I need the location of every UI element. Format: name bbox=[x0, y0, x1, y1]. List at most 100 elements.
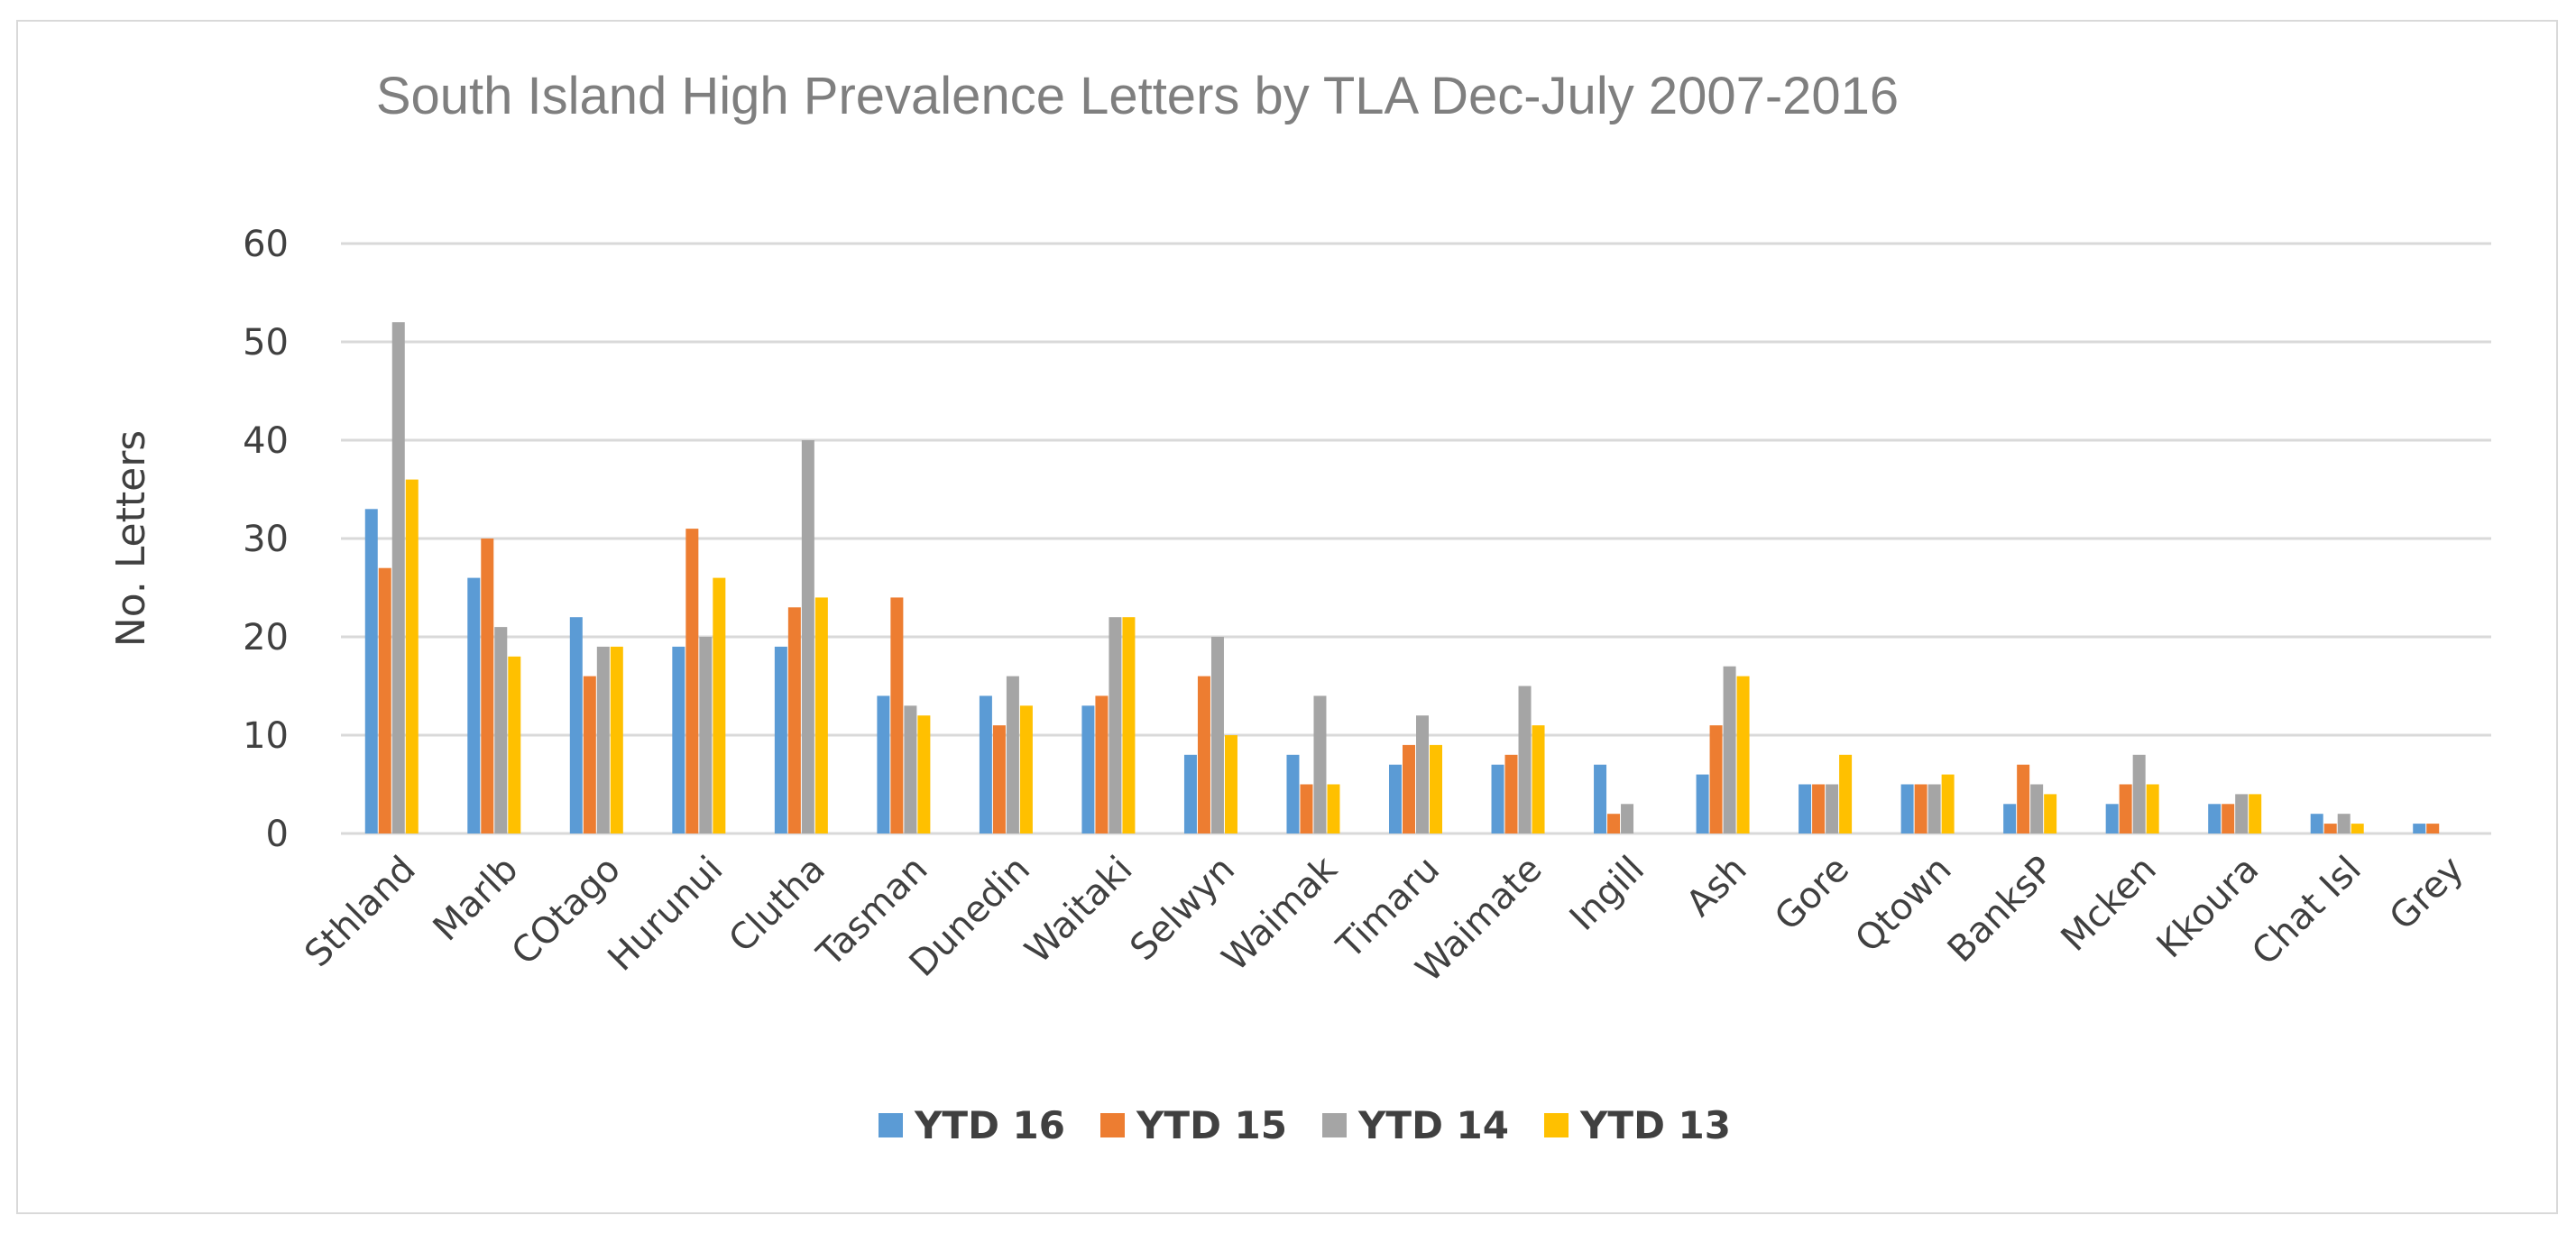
bar-ytd-16-clutha bbox=[774, 646, 787, 833]
bar-ytd-13-selwyn bbox=[1224, 735, 1237, 833]
bar-ytd-14-ash bbox=[1723, 666, 1736, 833]
bar-ytd-16-gore bbox=[1799, 784, 1812, 833]
bar-ytd-16-mcken bbox=[2105, 804, 2119, 833]
bar-ytd-13-clutha bbox=[814, 597, 828, 833]
bar-ytd-15-ingill bbox=[1607, 814, 1621, 833]
legend-label-ytd-16: YTD 16 bbox=[914, 1103, 1065, 1147]
bar-ytd-16-marlb bbox=[467, 577, 481, 833]
bar-ytd-14-waimak bbox=[1313, 695, 1327, 833]
x-tick-label: Waitaki bbox=[1017, 849, 1141, 972]
bar-ytd-16-ash bbox=[1696, 774, 1709, 833]
bar-ytd-15-dunedin bbox=[992, 725, 1006, 833]
bar-ytd-16-cotago bbox=[569, 617, 583, 833]
y-tick-label: 30 bbox=[243, 519, 289, 560]
bar-ytd-14-sthland bbox=[391, 322, 405, 833]
bar-ytd-13-gore bbox=[1839, 754, 1853, 833]
bar-ytd-15-waimate bbox=[1504, 754, 1518, 833]
legend-swatch-ytd-14 bbox=[1322, 1113, 1347, 1137]
bar-ytd-15-ash bbox=[1709, 725, 1723, 833]
bar-ytd-16-chat-isl bbox=[2310, 814, 2323, 833]
x-tick-label: BanksP bbox=[1940, 849, 2062, 971]
bar-ytd-13-ash bbox=[1736, 676, 1750, 833]
bar-ytd-15-chat-isl bbox=[2323, 824, 2337, 833]
bar-ytd-16-timaru bbox=[1389, 764, 1402, 833]
bar-ytd-14-mcken bbox=[2132, 754, 2146, 833]
bar-ytd-16-ingill bbox=[1594, 764, 1607, 833]
bar-ytd-13-hurunui bbox=[713, 577, 726, 833]
bar-ytd-13-sthland bbox=[405, 479, 419, 833]
chart-frame: South Island High Prevalence Letters by … bbox=[16, 20, 2558, 1214]
bar-ytd-14-marlb bbox=[494, 627, 508, 833]
bar-ytd-16-grey bbox=[2413, 824, 2426, 833]
bar-ytd-15-waitaki bbox=[1095, 695, 1109, 833]
bar-ytd-13-mcken bbox=[2146, 784, 2159, 833]
bar-ytd-14-gore bbox=[1826, 784, 1839, 833]
chart-svg: South Island High Prevalence Letters by … bbox=[108, 67, 2491, 1147]
bar-ytd-13-marlb bbox=[508, 656, 521, 833]
bar-ytd-14-banksp bbox=[2030, 784, 2044, 833]
bar-ytd-14-timaru bbox=[1416, 715, 1429, 833]
x-tick-label: Gore bbox=[1767, 849, 1857, 939]
legend-swatch-ytd-16 bbox=[879, 1113, 903, 1137]
bar-ytd-16-qtown bbox=[1900, 784, 1914, 833]
bar-ytd-16-kkoura bbox=[2208, 804, 2222, 833]
bar-ytd-16-waimate bbox=[1491, 764, 1504, 833]
bar-ytd-14-chat-isl bbox=[2337, 814, 2351, 833]
bar-ytd-13-tasman bbox=[917, 715, 931, 833]
bar-ytd-13-kkoura bbox=[2249, 794, 2262, 833]
bar-ytd-15-clutha bbox=[787, 607, 801, 833]
x-tick-label: Sthland bbox=[297, 849, 424, 976]
x-tick-labels: Sthland MarlbCOtagoHurunuiCluthaTasmanDun… bbox=[297, 848, 2471, 990]
y-tick-label: 0 bbox=[266, 814, 289, 855]
y-tick-label: 20 bbox=[243, 617, 289, 658]
bar-ytd-15-selwyn bbox=[1197, 676, 1210, 833]
y-tick-labels: 0 10 20 30 40 50 60 bbox=[243, 224, 289, 855]
bar-ytd-14-waitaki bbox=[1109, 617, 1122, 833]
legend-label-ytd-14: YTD 14 bbox=[1357, 1103, 1509, 1147]
bar-ytd-14-tasman bbox=[904, 705, 917, 833]
bar-ytd-14-dunedin bbox=[1006, 676, 1019, 833]
bar-ytd-15-marlb bbox=[481, 539, 494, 833]
x-tick-label: Ingill bbox=[1562, 849, 1652, 939]
chart-title: South Island High Prevalence Letters by … bbox=[376, 67, 1899, 125]
legend-swatch-ytd-15 bbox=[1100, 1113, 1125, 1137]
bar-ytd-14-waimate bbox=[1518, 686, 1532, 833]
bar-ytd-13-waimate bbox=[1532, 725, 1545, 833]
x-tick-label: Marlb bbox=[426, 849, 527, 950]
legend-label-ytd-13: YTD 13 bbox=[1579, 1103, 1731, 1147]
y-tick-label: 10 bbox=[243, 715, 289, 757]
bar-ytd-16-banksp bbox=[2003, 804, 2017, 833]
bar-ytd-16-waimak bbox=[1286, 754, 1300, 833]
legend-label-ytd-15: YTD 15 bbox=[1136, 1103, 1287, 1147]
y-tick-label: 60 bbox=[243, 224, 289, 265]
bar-ytd-15-hurunui bbox=[685, 529, 699, 833]
bar-ytd-16-dunedin bbox=[979, 695, 992, 833]
bar-ytd-15-waimak bbox=[1300, 784, 1313, 833]
bar-ytd-16-waitaki bbox=[1081, 705, 1095, 833]
bar-ytd-13-qtown bbox=[1941, 774, 1955, 833]
x-tick-label: Hurunui bbox=[600, 849, 731, 980]
bar-ytd-15-mcken bbox=[2119, 784, 2132, 833]
legend-swatch-ytd-13 bbox=[1544, 1113, 1569, 1137]
y-axis-label: No. Letters bbox=[108, 430, 154, 647]
bar-ytd-13-chat-isl bbox=[2351, 824, 2364, 833]
x-tick-label: Grey bbox=[2382, 849, 2472, 939]
bar-ytd-15-qtown bbox=[1914, 784, 1927, 833]
bar-ytd-15-kkoura bbox=[2222, 804, 2235, 833]
bar-ytd-16-tasman bbox=[877, 695, 890, 833]
legend: YTD 16 YTD 15 YTD 14 YTD 13 bbox=[879, 1103, 1731, 1147]
bar-ytd-14-kkoura bbox=[2235, 794, 2249, 833]
bar-ytd-16-selwyn bbox=[1183, 754, 1197, 833]
y-tick-label: 50 bbox=[243, 322, 289, 364]
bar-ytd-16-hurunui bbox=[672, 646, 685, 833]
x-tick-label: Mcken bbox=[2054, 849, 2165, 960]
bar-ytd-15-cotago bbox=[583, 676, 596, 833]
bar-ytd-15-timaru bbox=[1403, 744, 1415, 833]
x-tick-label: Chat Isl bbox=[2244, 849, 2369, 974]
bar-ytd-13-cotago bbox=[610, 646, 623, 833]
bar-ytd-15-banksp bbox=[2017, 764, 2030, 833]
bar-ytd-13-waimak bbox=[1327, 784, 1340, 833]
bar-ytd-13-dunedin bbox=[1019, 705, 1033, 833]
x-tick-label: Waimak bbox=[1214, 848, 1346, 980]
bar-ytd-14-qtown bbox=[1927, 784, 1941, 833]
